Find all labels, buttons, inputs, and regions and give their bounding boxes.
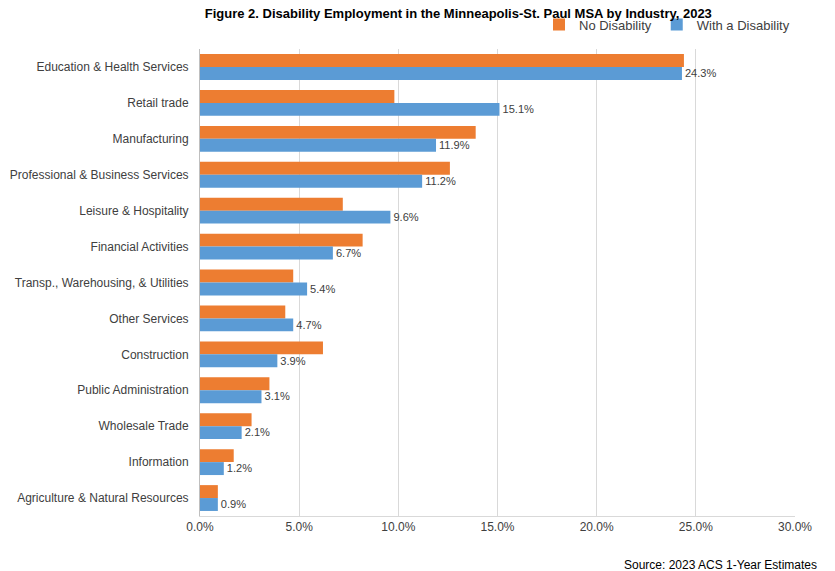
svg-text:Retail trade: Retail trade xyxy=(127,96,189,110)
svg-text:With a Disability: With a Disability xyxy=(697,18,790,33)
svg-text:Other Services: Other Services xyxy=(109,312,188,326)
svg-text:5.0%: 5.0% xyxy=(285,520,313,534)
svg-text:4.7%: 4.7% xyxy=(296,319,321,331)
svg-text:Financial Activities: Financial Activities xyxy=(91,240,189,254)
svg-text:3.1%: 3.1% xyxy=(264,390,289,402)
svg-text:5.4%: 5.4% xyxy=(310,283,335,295)
svg-text:Public Administration: Public Administration xyxy=(77,383,188,397)
svg-text:2.1%: 2.1% xyxy=(245,426,270,438)
svg-text:Education & Health Services: Education & Health Services xyxy=(37,60,189,74)
svg-text:10.0%: 10.0% xyxy=(381,520,415,534)
svg-text:9.6%: 9.6% xyxy=(393,211,418,223)
svg-text:Construction: Construction xyxy=(121,348,188,362)
svg-text:1.2%: 1.2% xyxy=(227,462,252,474)
svg-text:Figure 2. Disability Employmen: Figure 2. Disability Employment in the M… xyxy=(205,6,712,21)
svg-text:30.0%: 30.0% xyxy=(778,520,812,534)
svg-text:0.0%: 0.0% xyxy=(186,520,214,534)
svg-text:Manufacturing: Manufacturing xyxy=(113,132,189,146)
svg-text:No Disability: No Disability xyxy=(579,18,652,33)
svg-text:Source: 2023 ACS 1-Year Estima: Source: 2023 ACS 1-Year Estimates xyxy=(624,558,817,571)
svg-text:25.0%: 25.0% xyxy=(679,520,713,534)
svg-text:15.0%: 15.0% xyxy=(480,520,514,534)
svg-text:3.9%: 3.9% xyxy=(280,355,305,367)
svg-text:Transp., Warehousing, & Utilit: Transp., Warehousing, & Utilities xyxy=(15,276,189,290)
svg-text:Agriculture & Natural Resource: Agriculture & Natural Resources xyxy=(17,491,188,505)
svg-text:Professional & Business Servic: Professional & Business Services xyxy=(10,168,189,182)
svg-text:6.7%: 6.7% xyxy=(336,247,361,259)
svg-text:11.2%: 11.2% xyxy=(425,175,456,187)
svg-text:Information: Information xyxy=(129,455,189,469)
svg-text:Leisure & Hospitality: Leisure & Hospitality xyxy=(79,204,188,218)
svg-text:Wholesale Trade: Wholesale Trade xyxy=(99,419,189,433)
svg-text:24.3%: 24.3% xyxy=(685,67,717,79)
svg-text:11.9%: 11.9% xyxy=(439,139,470,151)
svg-text:20.0%: 20.0% xyxy=(580,520,614,534)
svg-text:15.1%: 15.1% xyxy=(502,103,534,115)
svg-text:0.9%: 0.9% xyxy=(221,498,246,510)
